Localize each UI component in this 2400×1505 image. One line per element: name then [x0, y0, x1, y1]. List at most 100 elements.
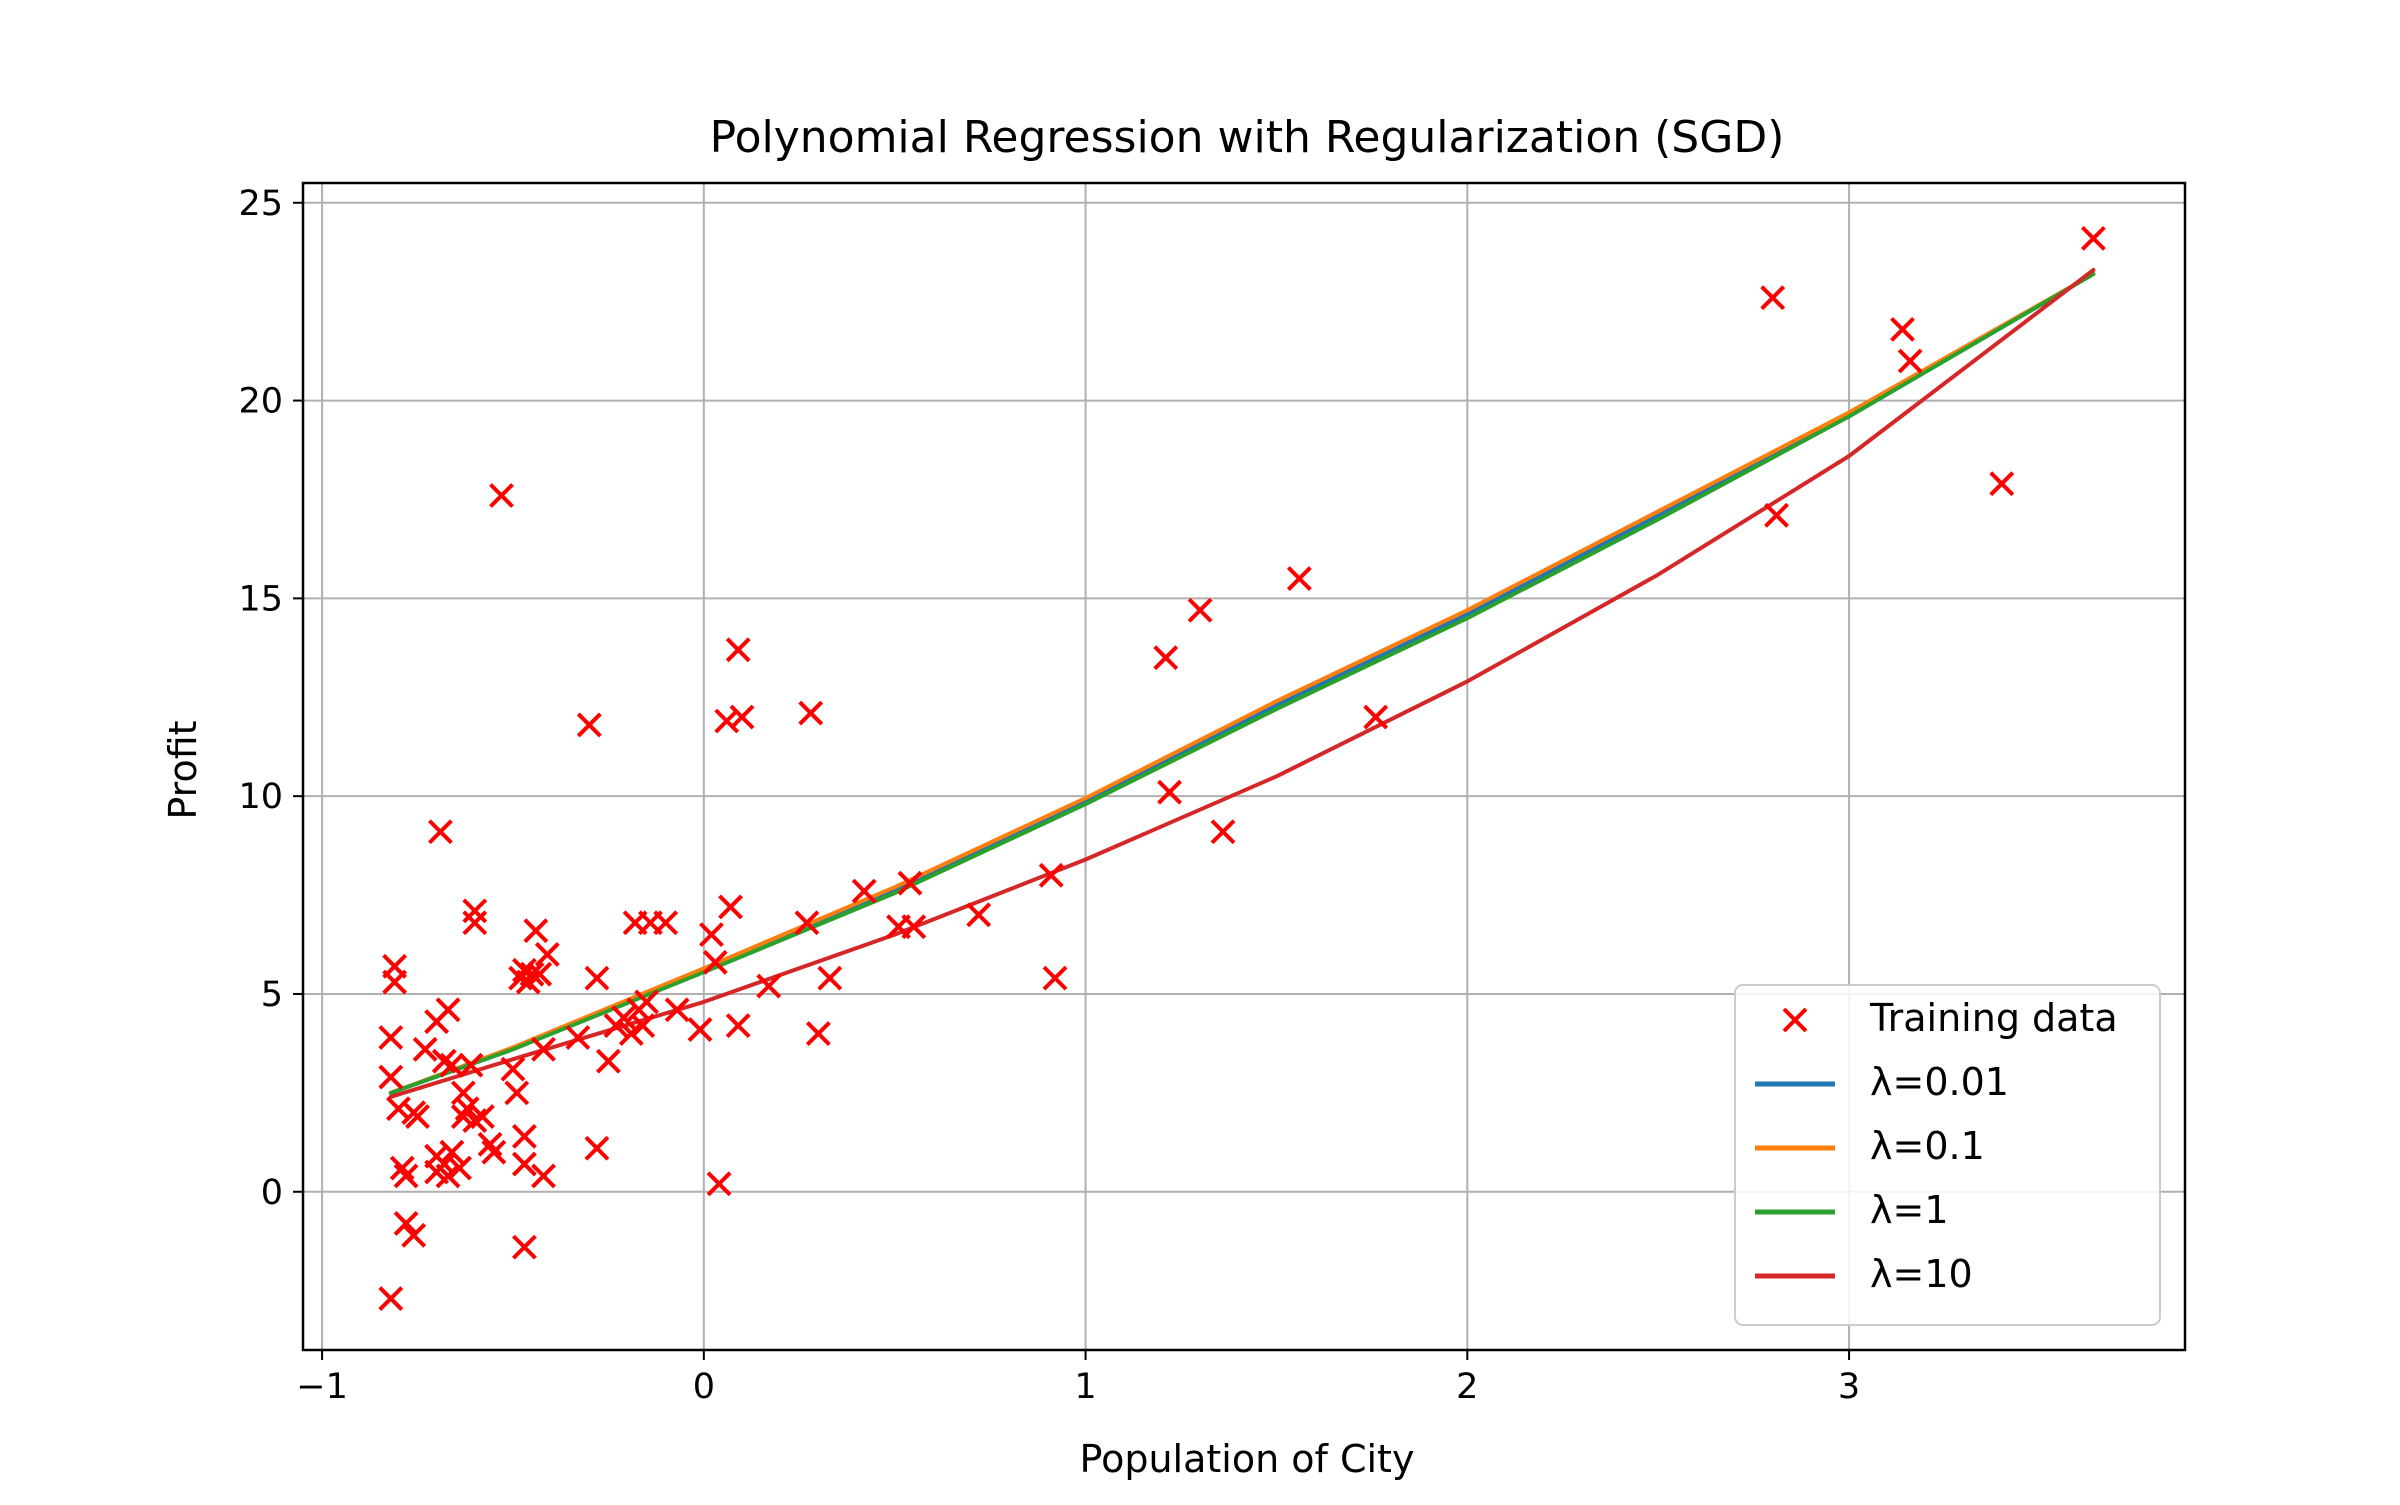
- scatter-point: [805, 1021, 831, 1046]
- x-tick-label: 3: [1838, 1367, 1860, 1407]
- scatter-point: [618, 1021, 644, 1046]
- scatter-point: [1989, 471, 2015, 497]
- scatter-point: [1210, 819, 1236, 845]
- scatter-point: [389, 1155, 415, 1181]
- legend-marker-scatter: [1782, 1007, 1808, 1033]
- scatter-point: [401, 1222, 427, 1248]
- scatter-point: [611, 1005, 637, 1031]
- scatter-point: [386, 1096, 411, 1122]
- scatter-point: [1897, 348, 1923, 374]
- plot-frame: [301, 181, 2187, 1352]
- scatter-point: [489, 483, 514, 508]
- scatter-point: [523, 918, 549, 944]
- scatter-point: [1038, 862, 1064, 888]
- scatter-point: [1187, 597, 1213, 623]
- scatter-point: [431, 1048, 457, 1074]
- scatter-point: [584, 1135, 610, 1161]
- scatter-point: [447, 1155, 472, 1181]
- scatter-point: [527, 961, 553, 987]
- y-axis-label: Profit: [161, 720, 205, 819]
- scatter-point: [729, 704, 755, 730]
- scatter-point: [1153, 645, 1179, 671]
- scatter-point: [477, 1131, 503, 1157]
- scatter-point: [412, 1036, 438, 1062]
- y-tick-label: 25: [238, 184, 283, 224]
- scatter-point: [664, 997, 690, 1023]
- scatter-point: [706, 1171, 732, 1197]
- legend-label: λ=10: [1870, 1252, 1973, 1296]
- y-tick-label: 20: [238, 382, 283, 422]
- scatter-point: [756, 973, 782, 999]
- scatter-point: [794, 910, 820, 936]
- x-tick-label: 2: [1456, 1367, 1478, 1407]
- chart-title: Polynomial Regression with Regularizatio…: [710, 112, 1785, 163]
- scatter-point: [393, 1210, 419, 1236]
- scatter-point: [393, 1163, 419, 1189]
- scatter-point: [462, 898, 488, 924]
- legend-box: [1734, 984, 2161, 1326]
- scatter-point: [901, 914, 927, 940]
- scatter-point: [1042, 965, 1068, 991]
- scatter-point: [439, 1139, 465, 1165]
- scatter-point: [634, 989, 659, 1015]
- scatter-point: [439, 1052, 465, 1078]
- scatter-point: [699, 922, 724, 948]
- x-tick-label: 1: [1074, 1367, 1096, 1407]
- series-line: [388, 272, 2096, 1095]
- y-tick-label: 5: [261, 975, 283, 1015]
- scatter-point: [1890, 316, 1915, 342]
- scatter-point: [1286, 566, 1312, 592]
- scatter-point: [714, 708, 740, 734]
- legend-label: λ=1: [1870, 1188, 1949, 1232]
- scatter-point: [511, 1151, 537, 1177]
- scatter-point: [851, 878, 877, 904]
- scatter-point: [687, 1017, 713, 1042]
- scatter-point: [798, 700, 824, 726]
- legend-label: Training data: [1869, 996, 2118, 1040]
- x-tick-label: 0: [693, 1367, 715, 1407]
- series-line: [388, 272, 2096, 1095]
- scatter-point: [458, 1052, 484, 1078]
- scatter-point: [725, 637, 751, 663]
- scatter-point: [481, 1139, 507, 1165]
- scatter-point: [630, 1013, 656, 1039]
- scatter-point: [511, 1123, 537, 1149]
- scatter-point: [435, 997, 461, 1023]
- scatter-point: [515, 969, 541, 995]
- scatter-point: [584, 965, 610, 991]
- x-tick-label: −1: [296, 1367, 348, 1407]
- scatter-point: [576, 712, 602, 738]
- scatter-point: [817, 965, 843, 991]
- scatter-point: [1764, 502, 1789, 528]
- scatter-point: [966, 902, 992, 928]
- scatter-point: [531, 1036, 556, 1062]
- y-tick-label: 15: [238, 579, 283, 619]
- scatter-point: [565, 1025, 591, 1050]
- scatter-point: [1363, 704, 1389, 730]
- scatter-point: [450, 1080, 476, 1106]
- scatter-point: [378, 1064, 404, 1090]
- legend-label: λ=0.1: [1870, 1124, 1985, 1168]
- scatter-point: [702, 949, 728, 975]
- scatter-point: [595, 1048, 621, 1074]
- scatter-point: [428, 819, 453, 845]
- scatter-point: [435, 1163, 461, 1189]
- scatter-point: [504, 1080, 530, 1106]
- scatter-point: [531, 1163, 556, 1189]
- scatter-point: [382, 969, 408, 995]
- scatter-point: [897, 870, 923, 896]
- scatter-point: [1157, 779, 1182, 805]
- scatter-point: [1760, 285, 1786, 311]
- scatter-point: [653, 910, 679, 936]
- scatter-point: [519, 961, 545, 987]
- scatter-point: [534, 941, 560, 967]
- y-tick-label: 10: [238, 777, 283, 817]
- series-lines: [388, 268, 2096, 1099]
- legend: Training data λ=0.01 λ=0.1 λ=1 λ=10: [1734, 984, 2161, 1326]
- y-tick-label: 0: [261, 1173, 283, 1213]
- scatter-point: [500, 1056, 526, 1082]
- scatter-point: [405, 1104, 430, 1130]
- scatter-point: [2080, 225, 2106, 251]
